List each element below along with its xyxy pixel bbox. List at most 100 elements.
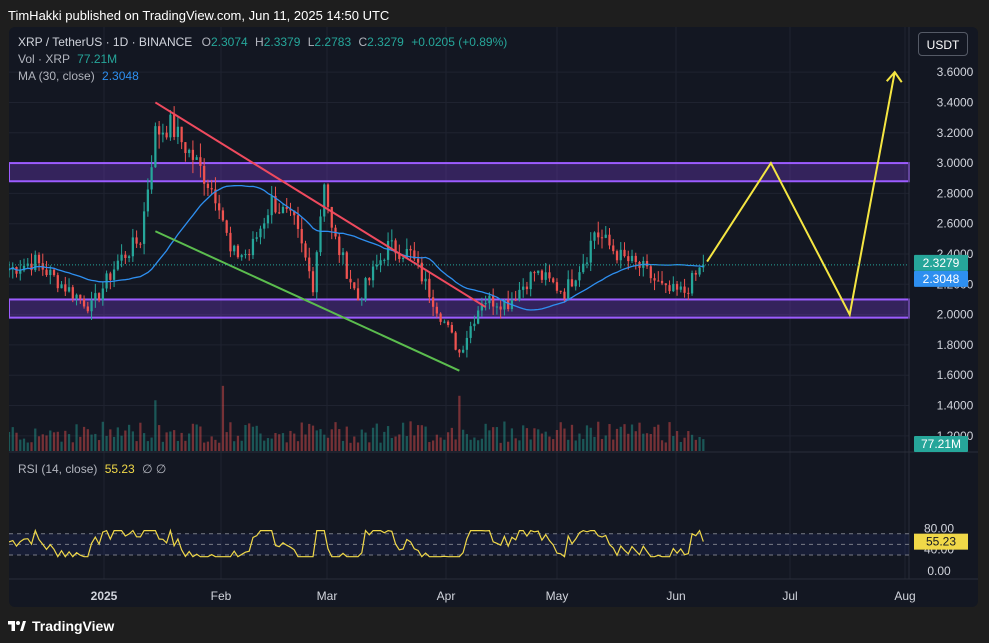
ma-badge-bg bbox=[914, 270, 968, 287]
candle bbox=[664, 283, 667, 286]
candle bbox=[131, 237, 134, 257]
volume-bar bbox=[180, 432, 183, 451]
candle bbox=[514, 299, 517, 301]
price-chart[interactable]: 3.60003.40003.20003.00002.80002.60002.40… bbox=[9, 27, 978, 607]
volume-bar bbox=[15, 432, 18, 451]
candle bbox=[56, 275, 59, 289]
candle bbox=[690, 273, 694, 294]
candle bbox=[578, 272, 581, 281]
moving-average-line bbox=[9, 184, 704, 311]
volume-bar bbox=[401, 422, 405, 451]
candle bbox=[499, 306, 502, 310]
candle bbox=[518, 289, 521, 301]
volume-bar bbox=[679, 441, 682, 451]
volume-bar bbox=[386, 426, 390, 451]
candle bbox=[90, 300, 93, 312]
candle bbox=[533, 272, 536, 274]
volume-bar bbox=[660, 440, 664, 451]
candle bbox=[289, 208, 292, 211]
price-tick-label: 2.8000 bbox=[937, 186, 974, 200]
candle bbox=[634, 255, 637, 262]
volume-bar bbox=[578, 433, 581, 451]
candle bbox=[109, 273, 112, 280]
volume-bar bbox=[206, 441, 210, 451]
ma-legend: MA (30, close) 2.3048 bbox=[18, 69, 139, 83]
currency-button[interactable]: USDT bbox=[918, 32, 968, 56]
volume-bar bbox=[540, 433, 544, 451]
volume-bar bbox=[537, 429, 540, 451]
candle bbox=[570, 279, 574, 287]
volume-bar bbox=[522, 425, 525, 451]
volume-bar bbox=[210, 436, 213, 451]
candle bbox=[203, 165, 206, 184]
volume-bar bbox=[413, 435, 416, 451]
volume-bar bbox=[435, 434, 438, 451]
chart-frame[interactable]: 3.6000 3.4000 3.2000 3.0000 2.8000 2.6000 2.40… bbox=[9, 27, 978, 607]
volume-bar bbox=[439, 437, 442, 451]
volume-badge: 77.21M bbox=[921, 437, 961, 451]
candle bbox=[525, 286, 529, 290]
volume-bar bbox=[169, 431, 172, 451]
volume-bar bbox=[188, 433, 191, 451]
candle bbox=[101, 288, 104, 301]
candle bbox=[672, 283, 675, 292]
candle bbox=[199, 157, 202, 166]
candle bbox=[188, 149, 191, 154]
volume-bar bbox=[371, 427, 375, 451]
candle bbox=[439, 313, 442, 322]
candle bbox=[45, 269, 48, 276]
candle bbox=[259, 228, 262, 238]
candle bbox=[409, 248, 412, 251]
candle bbox=[146, 189, 149, 212]
volume-bar bbox=[416, 425, 420, 451]
time-tick-label: Apr bbox=[437, 589, 456, 603]
volume-bar bbox=[225, 432, 228, 451]
volume-bar bbox=[116, 427, 119, 451]
candle bbox=[679, 286, 682, 290]
volume-bar bbox=[289, 430, 292, 451]
volume-bar bbox=[694, 439, 697, 451]
candle bbox=[120, 254, 123, 261]
candle bbox=[608, 234, 611, 246]
volume-bar bbox=[672, 436, 675, 451]
time-tick-label: Aug bbox=[894, 589, 915, 603]
candle bbox=[345, 252, 348, 279]
volume-bar bbox=[514, 438, 517, 451]
candle bbox=[469, 326, 472, 338]
candle bbox=[293, 210, 296, 216]
candle bbox=[600, 237, 604, 239]
candle bbox=[375, 264, 378, 267]
candle bbox=[698, 267, 701, 275]
volume-bar bbox=[446, 432, 450, 451]
candle bbox=[64, 284, 67, 292]
volume-bar bbox=[484, 423, 487, 451]
candle bbox=[537, 270, 540, 274]
candle bbox=[492, 295, 495, 307]
candle bbox=[548, 272, 551, 279]
volume-bar bbox=[173, 430, 176, 451]
volume-bar bbox=[552, 439, 555, 451]
candle bbox=[79, 294, 82, 299]
volume-bar bbox=[668, 422, 671, 451]
candle bbox=[251, 238, 255, 256]
volume-bar bbox=[615, 428, 619, 451]
candle bbox=[244, 254, 247, 256]
last-price-badge-bg bbox=[914, 254, 968, 271]
candle bbox=[184, 142, 187, 154]
volume-bar bbox=[176, 440, 180, 451]
volume-bar bbox=[623, 424, 626, 451]
volume-value: 77.21M bbox=[77, 52, 118, 66]
candle bbox=[507, 300, 510, 310]
volume-bar bbox=[266, 438, 270, 451]
rsi-badge-bg bbox=[914, 533, 968, 550]
candle bbox=[176, 126, 180, 137]
footer-brand[interactable]: TradingView bbox=[8, 615, 114, 637]
volume-bar bbox=[649, 433, 652, 451]
time-tick-label: 2025 bbox=[91, 589, 118, 603]
projection-arrowhead bbox=[885, 70, 903, 83]
volume-bar bbox=[507, 441, 510, 451]
volume-bar bbox=[94, 433, 97, 451]
volume-bar bbox=[645, 433, 649, 451]
volume-bar bbox=[627, 433, 630, 451]
